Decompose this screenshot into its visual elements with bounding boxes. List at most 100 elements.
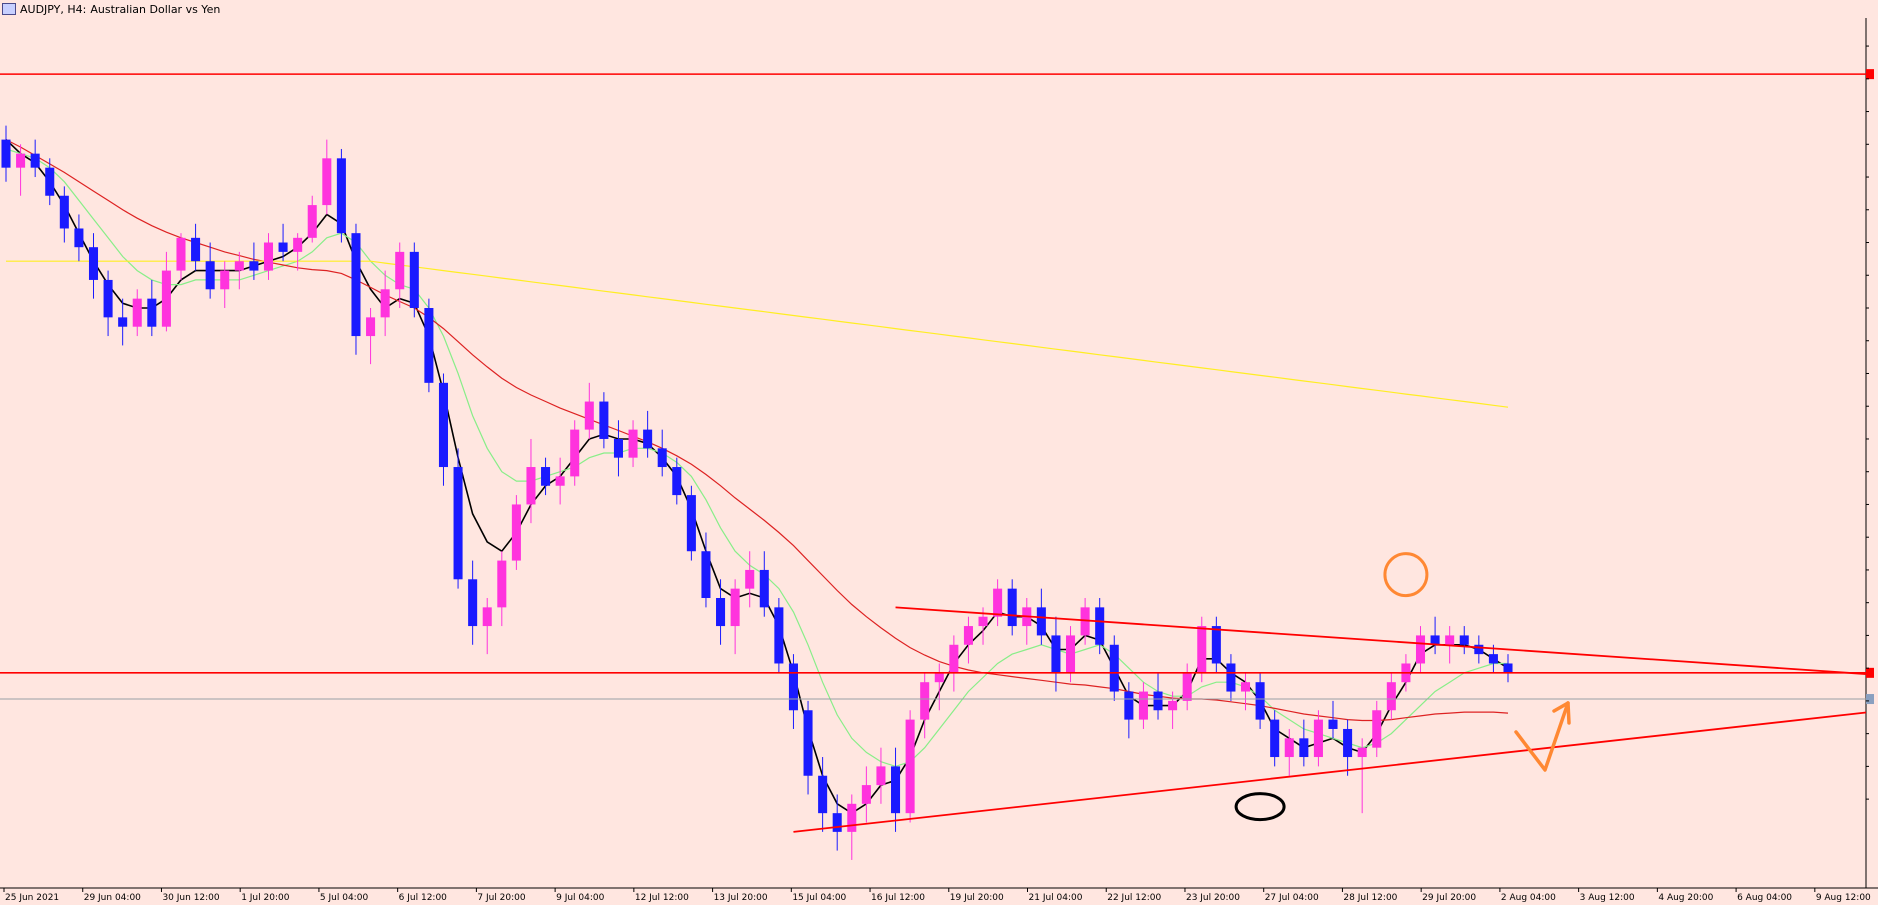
candle-body [861, 785, 871, 804]
candle-body [1284, 738, 1294, 758]
candle-body [263, 242, 274, 271]
candle-body [1109, 644, 1119, 692]
candle-body [1503, 663, 1513, 673]
annotations-layer [1234, 552, 1571, 822]
time-tick-label: 19 Jul 20:00 [950, 893, 1004, 903]
candle-body [409, 251, 419, 308]
candle-body [701, 551, 711, 598]
orange-zigzag-arrow [1514, 701, 1570, 772]
candle-body [438, 382, 448, 468]
time-tick-label: 15 Jul 04:00 [792, 893, 846, 903]
time-tick-label: 6 Aug 04:00 [1737, 893, 1792, 903]
candle-body [1211, 626, 1221, 664]
current-price-marker [1866, 694, 1874, 705]
candle-body [847, 803, 857, 832]
candle-body [30, 153, 40, 168]
candle-body [424, 308, 434, 383]
lower-trendline [793, 711, 1867, 833]
orange-circle-annotation [1383, 552, 1429, 598]
candle-body [1255, 682, 1265, 720]
candle-body [584, 401, 594, 430]
candle-body [993, 588, 1003, 617]
lines-layer [0, 69, 1874, 833]
candle-body [774, 607, 784, 664]
candle-body [1051, 635, 1061, 673]
time-tick-label: 4 Aug 20:00 [1658, 893, 1713, 903]
time-tick-label: 1 Jul 20:00 [241, 893, 290, 903]
candle-body [220, 270, 230, 290]
candle-body [1415, 635, 1426, 664]
candle-body [1080, 607, 1090, 636]
candle-body [336, 158, 346, 234]
candle-body [1168, 700, 1178, 711]
candle-body [686, 495, 696, 552]
moving-average-line-3 [6, 260, 1509, 408]
candle-body [1036, 607, 1046, 636]
candle-body [118, 317, 128, 327]
candle-body [132, 298, 142, 327]
time-tick-label: 7 Jul 20:00 [477, 893, 526, 903]
candle-body [949, 644, 959, 673]
candle-body [643, 429, 653, 449]
candle-body [1343, 728, 1353, 758]
candle-body [1488, 654, 1498, 664]
upper-trendline [895, 606, 1867, 675]
candle-body [468, 579, 478, 627]
candle-body [1357, 747, 1367, 758]
candle-body [1138, 691, 1148, 720]
time-tick-label: 30 Jun 12:00 [162, 893, 219, 903]
candle-body [1240, 682, 1251, 692]
candle-body [978, 616, 988, 627]
time-tick-label: 9 Aug 12:00 [1816, 893, 1871, 903]
candle-body [1270, 719, 1280, 758]
candle-body [759, 569, 769, 608]
candle-body [88, 247, 99, 280]
candle-body [905, 719, 915, 814]
candle-body [1459, 635, 1469, 645]
candle-body [161, 270, 171, 327]
candle-body [205, 261, 215, 290]
candle-body [1, 139, 11, 168]
candle-body [482, 607, 492, 627]
candle-body [876, 766, 886, 786]
candle-body [818, 775, 828, 814]
candle-body [511, 504, 521, 561]
axis-layer: 25 Jun 2021 29 Jun 04:00 30 Jun 12:00 1 Jul… [3, 45, 1871, 903]
candle-body [1124, 691, 1134, 720]
grid-layer [0, 18, 1878, 889]
time-tick-label: 23 Jul 20:00 [1186, 893, 1240, 903]
candle-body [1197, 626, 1207, 673]
candle-body [1007, 588, 1017, 627]
candle-body [963, 626, 973, 645]
time-tick-label: 2 Aug 04:00 [1501, 893, 1556, 903]
candle-body [1328, 719, 1338, 729]
candle-body [103, 279, 113, 318]
candle-body [1372, 710, 1382, 748]
candle-body [249, 261, 259, 271]
level-marker-support [1866, 667, 1874, 678]
candle-body [613, 438, 623, 458]
candle-body [497, 560, 507, 608]
candle-body [745, 569, 755, 589]
time-tick-label: 13 Jul 20:00 [714, 893, 768, 903]
time-tick-label: 21 Jul 04:00 [1029, 893, 1083, 903]
candle-body [307, 205, 317, 238]
candle-body [45, 167, 55, 196]
candle-body [380, 289, 390, 318]
candle-body [599, 401, 609, 439]
candle-body [541, 467, 551, 486]
orange-arrow-head [1552, 701, 1571, 725]
candle-body [1095, 607, 1105, 645]
candle-body [555, 476, 565, 486]
time-tick-label: 22 Jul 12:00 [1107, 893, 1161, 903]
time-tick-label: 27 Jul 04:00 [1265, 893, 1319, 903]
candle-body [1386, 682, 1396, 711]
symbol-label: AUDJPY, H4: [20, 2, 87, 16]
candle-body [74, 228, 84, 248]
candle-body [191, 237, 201, 262]
candle-body [322, 158, 332, 206]
time-tick-label: 12 Jul 12:00 [635, 893, 689, 903]
